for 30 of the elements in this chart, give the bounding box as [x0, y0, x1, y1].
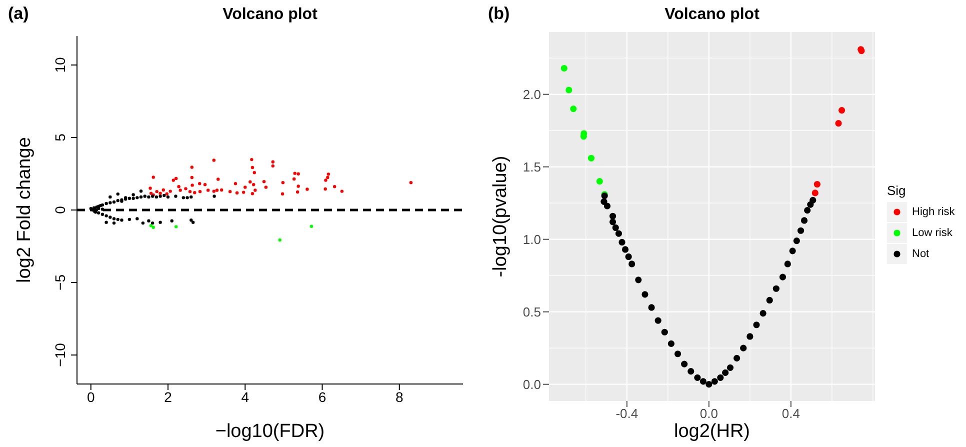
x-tick-label: 4	[241, 388, 250, 405]
x-axis-title: log2(HR)	[674, 421, 750, 442]
legend-title: Sig	[887, 182, 907, 198]
x-tick-label: -0.4	[616, 406, 638, 422]
y-tick-label: 0.0	[522, 376, 541, 392]
y-tick-label: −10	[52, 342, 68, 367]
y-axis-title: log2 Fold change	[14, 137, 35, 283]
x-axis-title: −log10(FDR)	[215, 421, 325, 442]
x-tick-label: 8	[395, 388, 404, 405]
y-tick-label: 1.5	[522, 159, 541, 174]
y-tick-label: 5	[52, 133, 68, 142]
text: (b)	[488, 4, 510, 24]
legend-label: Low risk	[912, 227, 952, 239]
y-axis-title: -log10(pvalue)	[490, 156, 511, 278]
y-tick-label: 10	[52, 57, 68, 73]
y-tick-label: 2.0	[522, 86, 541, 102]
x-tick-label: 0.0	[700, 406, 718, 422]
x-tick-label: 6	[318, 388, 326, 405]
legend-label: Not	[912, 248, 930, 260]
chart-title: Volcano plot	[664, 6, 760, 24]
x-tick-label: 0.4	[782, 406, 800, 422]
x-tick-label: 2	[164, 388, 172, 405]
x-tick-label: 0	[86, 388, 95, 405]
y-tick-label: 1.0	[522, 232, 541, 247]
y-tick-label: 0.5	[522, 304, 541, 320]
text: (a)	[8, 4, 29, 24]
legend-label: High risk	[912, 206, 955, 218]
y-tick-label: −5	[52, 274, 68, 290]
chart-title: Volcano plot	[222, 6, 318, 24]
y-tick-label: 0	[52, 206, 68, 214]
